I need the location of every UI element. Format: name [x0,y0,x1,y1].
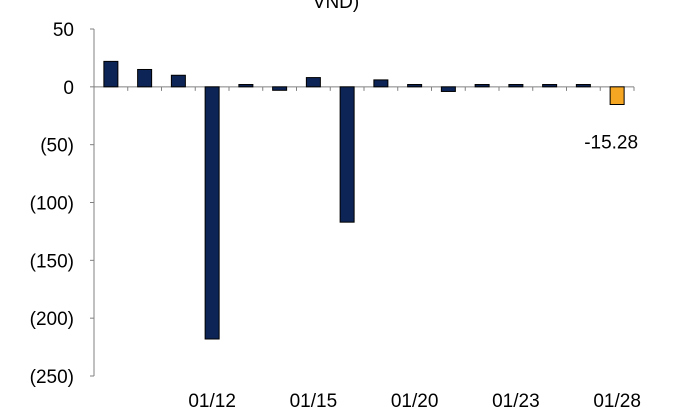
bar [272,86,288,91]
x-tick-label: 01/12 [188,391,236,411]
y-tick-label: (200) [30,309,74,330]
y-axis: 50 0 (50) (100) (150) (200) (250) [30,20,95,388]
bar [575,84,591,88]
bar [474,84,490,88]
x-tick-label: 01/23 [492,391,540,411]
x-tick-label: 01/15 [290,391,338,411]
bar [170,74,186,88]
data-labels: -15.28 [584,133,638,154]
bar [137,68,153,88]
bar [238,84,254,88]
bar [542,84,558,88]
y-tick-label: 50 [53,20,74,41]
y-tick-label: (100) [30,194,74,215]
chart-title: VND) [313,0,359,13]
data-label: -15.28 [584,133,638,154]
x-tick-label: 01/28 [593,391,641,411]
y-tick-label: 0 [63,78,74,99]
y-tick-label: (50) [40,136,74,157]
y-tick-label: (150) [30,251,74,272]
bar-highlight [609,86,625,106]
x-tick-label: 01/20 [391,391,439,411]
bar [407,84,423,88]
bar [508,84,524,88]
bar [339,86,355,223]
bar [103,60,119,88]
bar [373,79,389,88]
bar [204,86,220,340]
y-tick-label: (250) [30,367,74,388]
x-axis: 01/12 01/15 01/20 01/23 01/28 [93,86,641,411]
bar [440,86,456,92]
bar [305,77,321,88]
bars [103,60,625,340]
